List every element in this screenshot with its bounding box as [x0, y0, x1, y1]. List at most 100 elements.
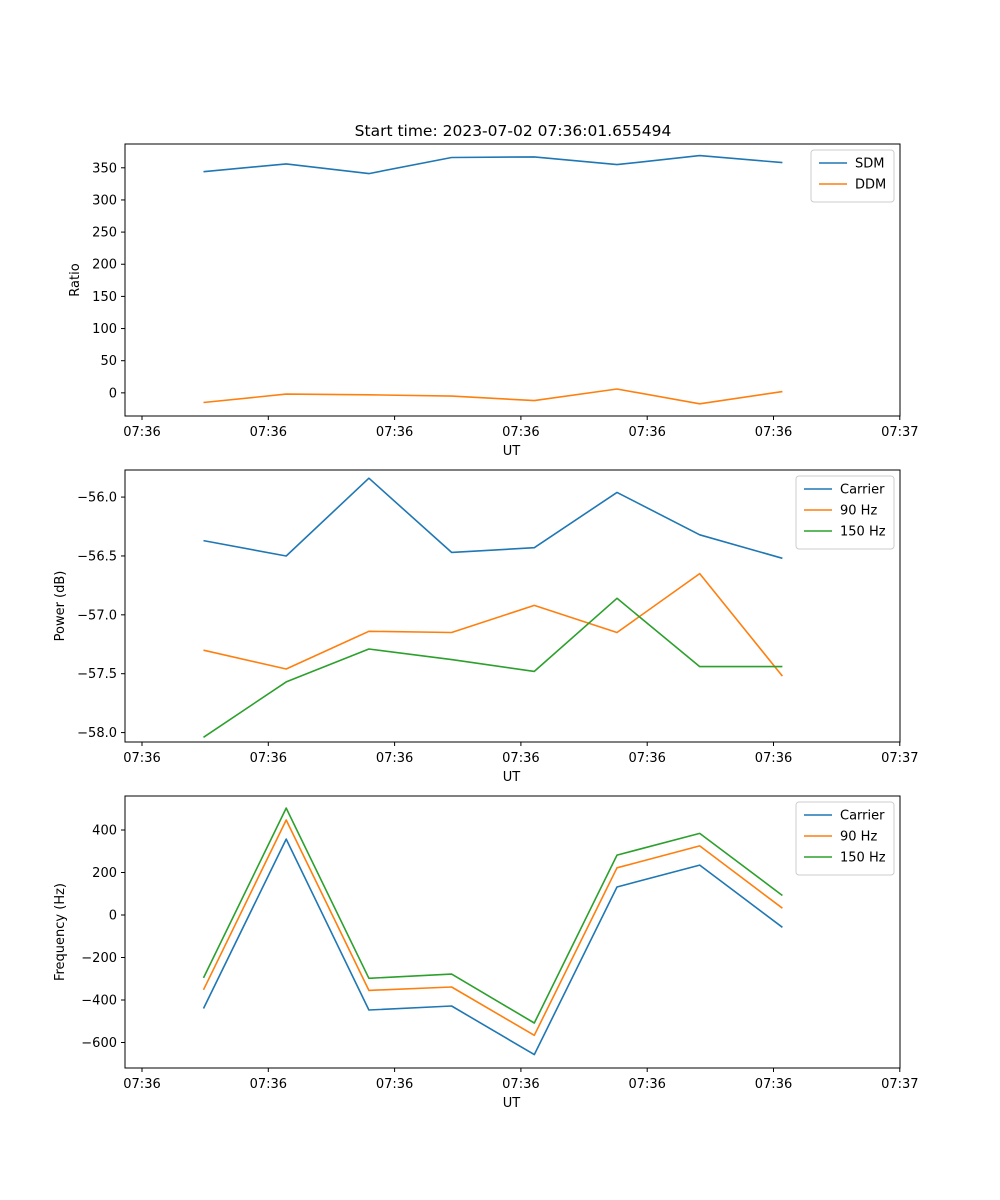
data-point — [615, 387, 619, 391]
y-tick-label: 0 — [109, 386, 117, 401]
x-tick-label: 07:36 — [250, 1077, 287, 1092]
data-point — [780, 894, 784, 898]
legend-entry: 150 Hz — [840, 851, 886, 866]
data-point — [202, 539, 206, 543]
data-point — [284, 554, 288, 558]
data-point — [367, 976, 371, 980]
x-tick-label: 07:37 — [881, 751, 918, 766]
y-tick-label: 50 — [100, 354, 117, 369]
data-point — [532, 546, 536, 550]
data-point — [284, 667, 288, 671]
data-point — [450, 394, 454, 398]
data-point — [532, 1053, 536, 1057]
axes-frame — [124, 795, 901, 1069]
legend-entry: Carrier — [840, 483, 885, 498]
data-point — [450, 985, 454, 989]
x-tick-label: 07:36 — [628, 425, 665, 440]
series-line-90-hz — [203, 572, 784, 677]
data-point — [532, 1021, 536, 1025]
data-point — [367, 393, 371, 397]
data-point — [615, 885, 619, 889]
data-point — [698, 402, 702, 406]
data-point — [532, 1033, 536, 1037]
x-tick-label: 07:36 — [502, 751, 539, 766]
legend: Carrier 90 Hz 150 Hz — [795, 475, 895, 550]
x-tick-label: 07:36 — [123, 1077, 160, 1092]
legend-entry: DDM — [855, 178, 886, 193]
data-point — [202, 401, 206, 405]
legend: SDM DDM — [810, 149, 895, 203]
data-point — [615, 596, 619, 600]
data-point — [780, 161, 784, 165]
legend-entry: 90 Hz — [840, 504, 877, 519]
series-line-90-hz — [202, 819, 783, 1037]
data-point — [615, 631, 619, 635]
x-tick-label: 07:36 — [628, 1077, 665, 1092]
data-point — [698, 844, 702, 848]
y-axis-label: Ratio — [68, 263, 83, 296]
data-point — [284, 392, 288, 396]
data-point — [202, 988, 206, 992]
x-tick-label: 07:36 — [628, 751, 665, 766]
y-tick-label: −57.5 — [77, 667, 117, 682]
data-point — [698, 863, 702, 867]
y-tick-label: 150 — [92, 290, 117, 305]
data-point — [202, 648, 206, 652]
data-point — [367, 988, 371, 992]
series-line-carrier — [203, 477, 783, 560]
x-axis-label: UT — [503, 1096, 521, 1111]
data-point — [202, 976, 206, 980]
data-point — [450, 631, 454, 635]
data-point — [780, 906, 784, 910]
x-tick-label: 07:36 — [502, 1077, 539, 1092]
data-point — [780, 556, 784, 560]
data-point — [698, 572, 702, 576]
ratio-panel: 07:36 07:36 07:36 07:36 07:36 07:36 07:37 UT 0 50… — [68, 143, 919, 459]
legend: Carrier 90 Hz 150 Hz — [795, 801, 895, 876]
y-tick-label: 200 — [92, 866, 117, 881]
data-point — [367, 629, 371, 633]
y-axis-label: Frequency (Hz) — [53, 883, 68, 981]
data-point — [450, 550, 454, 554]
legend-entry: Carrier — [840, 809, 885, 824]
data-point — [698, 533, 702, 537]
x-tick-label: 07:37 — [881, 1077, 918, 1092]
series-line-150-hz — [202, 807, 783, 1024]
data-point — [698, 154, 702, 158]
data-point — [532, 399, 536, 403]
chart-title: Start time: 2023-07-02 07:36:01.655494 — [355, 122, 672, 140]
x-tick-label: 07:37 — [881, 425, 918, 440]
data-point — [284, 818, 288, 822]
data-point — [698, 831, 702, 835]
x-tick-label: 07:36 — [250, 751, 287, 766]
x-tick-label: 07:36 — [755, 751, 792, 766]
data-point — [780, 674, 784, 678]
y-tick-label: 250 — [92, 226, 117, 241]
y-tick-label: 350 — [92, 161, 117, 176]
data-point — [615, 853, 619, 857]
frequency-panel: 07:36 07:36 07:36 07:36 07:36 07:36 07:37 UT −60… — [53, 795, 919, 1111]
y-tick-label: −400 — [81, 994, 117, 1009]
data-point — [367, 172, 371, 176]
x-tick-label: 07:36 — [123, 751, 160, 766]
series-line-ddm — [203, 388, 783, 405]
legend-entry: 150 Hz — [840, 525, 886, 540]
x-tick-label: 07:36 — [376, 751, 413, 766]
data-point — [202, 170, 206, 174]
data-point — [780, 665, 784, 669]
x-tick-label: 07:36 — [123, 425, 160, 440]
data-point — [202, 1007, 206, 1011]
y-tick-label: 300 — [92, 193, 117, 208]
data-point — [284, 837, 288, 841]
data-point — [780, 925, 784, 929]
y-tick-label: −58.0 — [77, 726, 117, 741]
data-point — [284, 680, 288, 684]
data-point — [532, 603, 536, 607]
y-tick-label: −200 — [81, 951, 117, 966]
x-tick-label: 07:36 — [755, 425, 792, 440]
x-axis-label: UT — [503, 444, 521, 459]
x-axis-label: UT — [503, 770, 521, 785]
data-point — [780, 390, 784, 394]
axes-frame — [124, 143, 901, 417]
